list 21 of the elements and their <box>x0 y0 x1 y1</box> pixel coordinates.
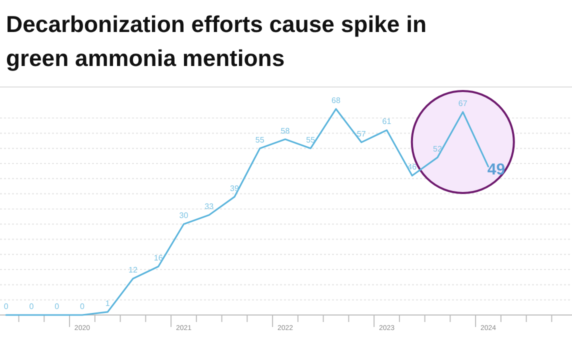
data-label: 49 <box>487 162 506 179</box>
data-label: 0 <box>4 302 9 311</box>
data-label: 0 <box>80 302 85 311</box>
data-label: 55 <box>255 135 265 144</box>
data-label: 16 <box>154 254 164 263</box>
data-label: 57 <box>356 129 366 138</box>
data-label: 67 <box>458 98 468 108</box>
data-label: 30 <box>179 211 189 220</box>
data-label: 52 <box>433 144 442 154</box>
chart-title: Decarbonization efforts cause spike in green ammonia mentions <box>6 11 427 71</box>
data-label: 12 <box>128 266 138 275</box>
data-label: 33 <box>204 202 214 212</box>
data-label: 1 <box>105 298 110 308</box>
data-label: 39 <box>230 184 240 193</box>
data-label: 0 <box>54 302 60 311</box>
data-label: 61 <box>382 117 392 126</box>
data-label: 58 <box>280 126 290 136</box>
data-label: 46 <box>408 162 418 172</box>
data-label: 68 <box>332 96 341 105</box>
data-label: 0 <box>29 302 34 311</box>
data-label: 55 <box>306 135 316 144</box>
